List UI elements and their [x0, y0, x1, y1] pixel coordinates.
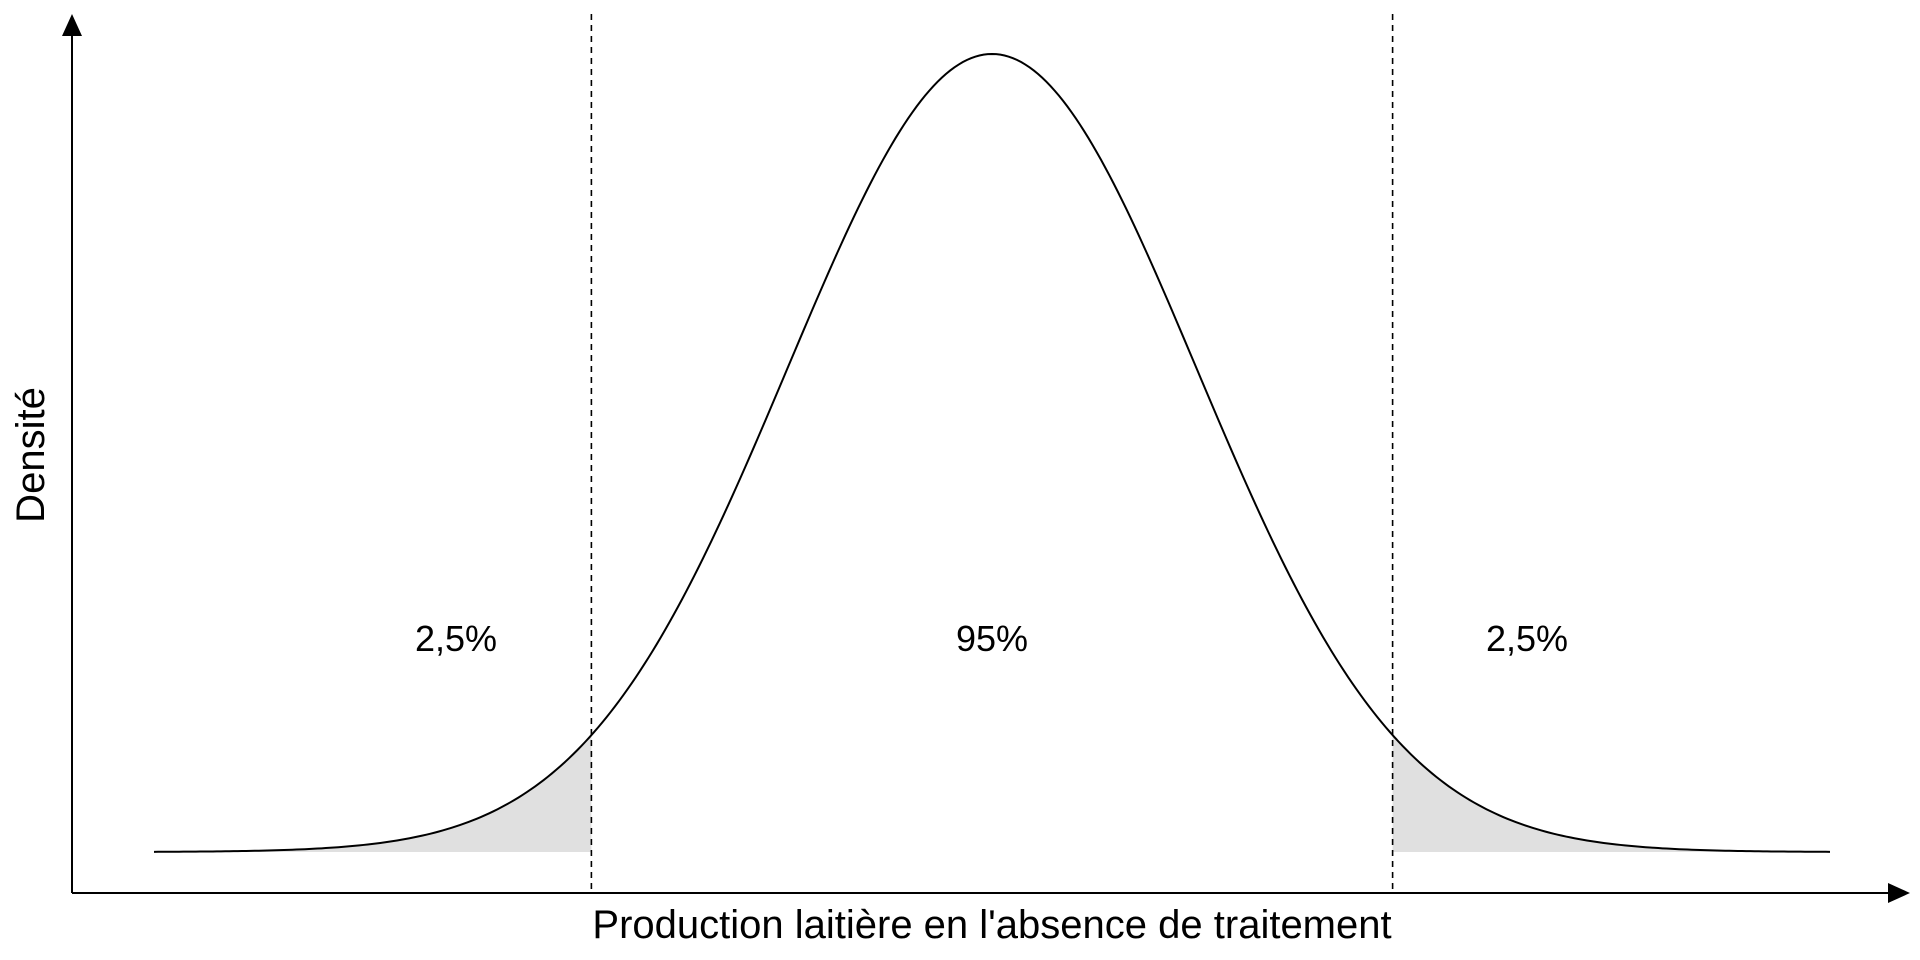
critical-value-lines: [590, 14, 1394, 893]
left-tail-area: [154, 735, 592, 852]
center-percent-label: 95%: [956, 618, 1028, 659]
left-tail-percent-label: 2,5%: [415, 618, 497, 659]
region-labels: 2,5% 95% 2,5%: [415, 618, 1568, 659]
x-axis-arrow-icon: [1888, 883, 1910, 903]
right-tail-percent-label: 2,5%: [1486, 618, 1568, 659]
x-axis-label: Production laitière en l'absence de trai…: [592, 903, 1391, 947]
density-curve: [153, 52, 1831, 853]
tail-areas: [154, 735, 1830, 852]
y-axis-arrow-icon: [62, 14, 82, 36]
y-axis-label: Densité: [9, 387, 53, 523]
right-tail-area: [1392, 735, 1830, 852]
